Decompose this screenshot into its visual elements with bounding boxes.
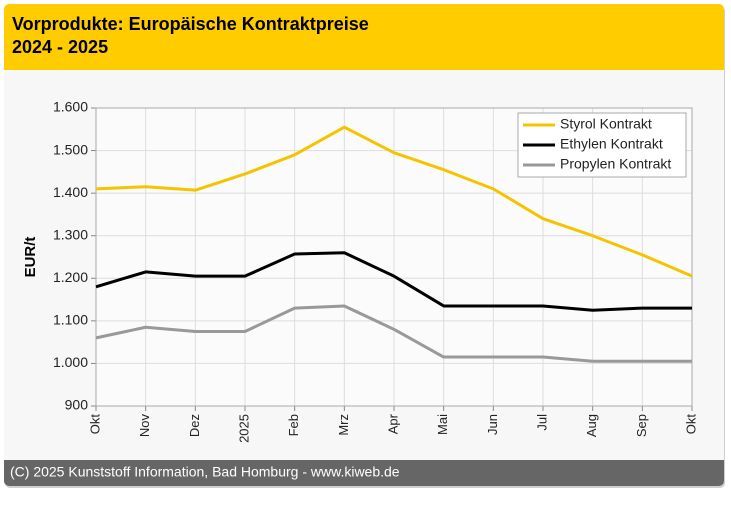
x-tick-label: Mai [435, 414, 450, 435]
y-tick-label: 1.300 [53, 226, 88, 242]
x-tick-label: Aug [584, 414, 599, 437]
x-tick-label: Sep [634, 414, 649, 437]
plot-border [95, 107, 693, 407]
header [4, 4, 724, 70]
y-tick-label: 900 [65, 397, 89, 413]
x-tick-label: Okt [683, 414, 698, 435]
y-tick-label: 1.200 [53, 269, 88, 285]
y-axis-label: EUR/t [22, 237, 39, 278]
x-tick-label: Dez [187, 414, 202, 437]
y-tick-label: 1.500 [53, 141, 88, 157]
legend-label: Propylen Kontrakt [560, 156, 671, 172]
line-series [95, 125, 693, 278]
footer [4, 460, 724, 486]
x-tick-label: Apr [385, 413, 400, 434]
y-tick-label: 1.100 [53, 312, 88, 328]
line-series [95, 251, 692, 312]
x-tick-label: Jul [534, 414, 549, 431]
x-tick-label: 2025 [236, 414, 251, 443]
y-tick-label: 1.600 [53, 99, 88, 115]
legend-label: Ethylen Kontrakt [560, 136, 663, 152]
x-tick-label: Okt [87, 414, 102, 435]
source: (C) 2025 Kunststoff Information, Bad Hom… [10, 464, 400, 480]
x-tick-label: Nov [137, 414, 152, 438]
x-tick-label: Jun [485, 414, 500, 435]
y-tick-label: 1.000 [53, 354, 88, 370]
chart-subtitle: 2024 - 2025 [12, 37, 108, 57]
chart-title: Vorprodukte: Europäische Kontraktpreise [12, 14, 369, 34]
x-tick-label: Feb [286, 414, 301, 436]
y-tick-label: 1.400 [53, 184, 88, 200]
line-series [95, 304, 692, 363]
legend-label: Styrol Kontrakt [560, 116, 652, 132]
x-tick-label: Mrz [336, 414, 351, 436]
